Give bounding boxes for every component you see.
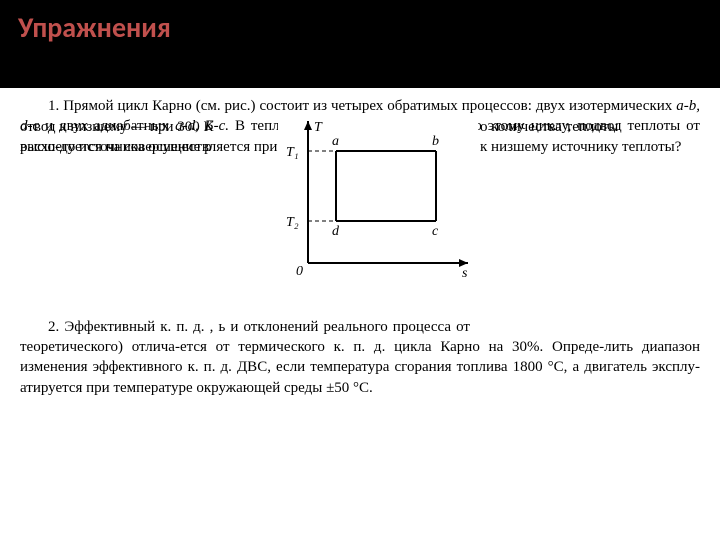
ex1-right-overflow: о количества теплоты к низшему источнику… xyxy=(480,117,700,158)
ex1-right-line2: к низшему источнику теплоты? xyxy=(480,139,681,155)
svg-text:0: 0 xyxy=(296,264,303,279)
header: Упражнения xyxy=(0,0,720,88)
svg-text:d: d xyxy=(332,224,340,239)
svg-text:T: T xyxy=(314,120,323,135)
svg-text:c: c xyxy=(432,224,439,239)
figure-row: отвод к низшему — при 300 К расхо-дуется… xyxy=(20,157,700,297)
ex1-left-line1: отвод к низшему — при 300 К xyxy=(20,119,214,135)
carnot-diagram: Ts 0 T₁ T₂ a b d c xyxy=(278,113,478,283)
svg-text:T₁: T₁ xyxy=(286,145,299,160)
ex2-lead: 2. Эффективный к. п. д. xyxy=(48,319,205,335)
svg-text:s: s xyxy=(462,266,468,281)
content: 1. Прямой цикл Карно (см. рис.) состоит … xyxy=(0,88,720,398)
svg-text:a: a xyxy=(332,134,339,149)
svg-text:b: b xyxy=(432,134,439,149)
ex1-left-line2: расхо-дуется на совершение р xyxy=(20,139,212,155)
ex1-right-line1: о количества теплоты xyxy=(480,119,618,135)
ex1-left-overflow: отвод к низшему — при 300 К расхо-дуется… xyxy=(20,117,275,158)
carnot-svg: Ts 0 T₁ T₂ a b d c xyxy=(278,113,478,283)
exercise-2: 2. Эффективный к. п. д. , ь и отклонений… xyxy=(20,317,700,398)
ex2-gap: , xyxy=(205,319,219,335)
ex1-lead: 1. Прямой цикл Карно (см. рис.) состоит … xyxy=(48,98,676,114)
svg-text:T₂: T₂ xyxy=(286,215,299,230)
page-title: Упражнения xyxy=(18,10,702,45)
